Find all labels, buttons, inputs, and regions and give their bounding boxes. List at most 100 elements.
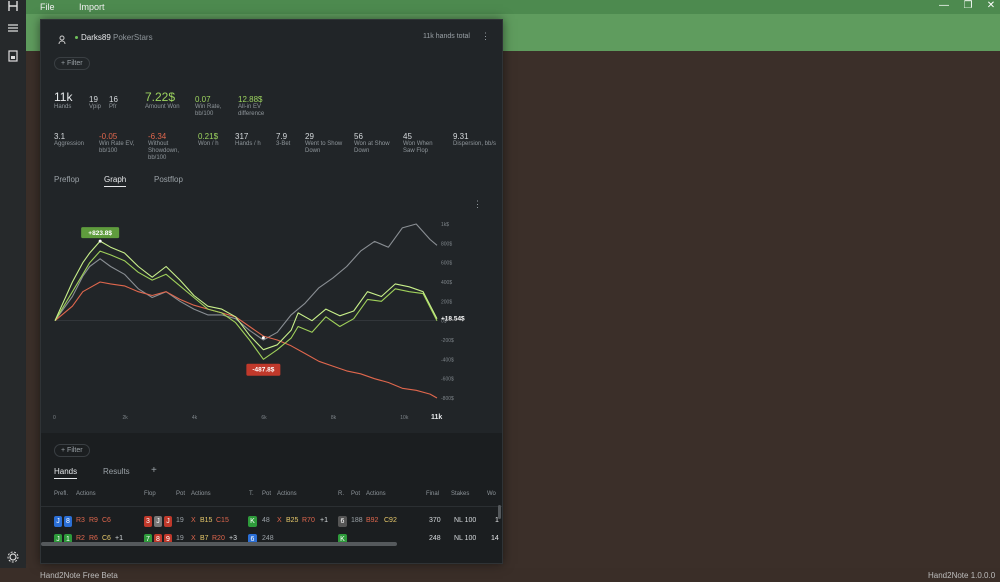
action: X (191, 517, 196, 524)
report-icon[interactable] (5, 50, 21, 66)
max-label: +823.8$ (88, 230, 112, 237)
vertical-scrollbar[interactable] (498, 505, 501, 519)
menu-file[interactable]: File (40, 2, 55, 12)
card: 9 (164, 534, 172, 545)
settings-gear-icon[interactable] (5, 551, 21, 567)
stat-pfr: 16 Pfr (109, 95, 118, 111)
col-header[interactable]: Actions (191, 491, 211, 497)
tab-preflop[interactable]: Preflop (54, 175, 80, 184)
card: K (248, 516, 257, 527)
action: C92 (384, 517, 397, 524)
stat-value: 11k (54, 90, 73, 104)
horizontal-scrollbar[interactable] (41, 542, 397, 546)
stat-without-showdown: -6.34 Without Showdown, bb/100 (148, 132, 188, 162)
col-header[interactable]: Pot (351, 491, 361, 497)
col-header[interactable]: R. (338, 491, 344, 497)
status-version-text: Hand2Note 1.0.0.0 (928, 571, 996, 580)
col-header[interactable]: Final (426, 491, 440, 497)
final-pot: 370 (429, 517, 441, 524)
stat-hands: 11k Hands (54, 90, 72, 111)
left-rail (0, 0, 26, 582)
table-row[interactable]: J 1 R2 R6 C6 +1 7 8 9 19 X B7 R20 +3 6 2… (41, 532, 502, 546)
stat-aggression: 3.1 Aggression (54, 132, 94, 148)
stat-value: 317 (235, 132, 249, 141)
more-menu-icon[interactable]: ⋮ (481, 31, 490, 41)
col-header[interactable]: Flop (144, 491, 156, 497)
max-point-marker (98, 239, 102, 243)
action: X (191, 535, 196, 542)
action: C15 (216, 517, 229, 524)
end-value-label: +18.54$ (441, 316, 465, 323)
hands-filter-button[interactable]: + Filter (54, 444, 90, 457)
y-tick-label: -600$ (441, 377, 454, 383)
col-header[interactable]: Actions (277, 491, 297, 497)
stat-label: Win Rate EV, bb/100 (99, 141, 135, 154)
stat-value: 12.88$ (238, 95, 263, 104)
stat-value: -6.34 (148, 132, 167, 141)
min-label: -487.8$ (252, 367, 274, 374)
tab-postflop[interactable]: Postflop (154, 175, 183, 184)
close-button[interactable]: ✕ (986, 0, 996, 11)
col-header[interactable]: Actions (366, 491, 386, 497)
card: 7 (144, 534, 152, 545)
y-tick-label: -800$ (441, 396, 454, 402)
menu-import[interactable]: Import (79, 2, 105, 12)
action: R70 (302, 517, 315, 524)
stat-value: 0.07 (195, 95, 211, 104)
stat-label: Amount Won (145, 104, 180, 110)
chart-options-icon[interactable]: ⋮ (473, 199, 482, 209)
tab-hands[interactable]: Hands (54, 467, 78, 479)
action: +1 (320, 517, 328, 524)
filter-label: Filter (67, 447, 83, 454)
stat-value: 45 (403, 132, 412, 141)
series-line-won-at-showdown (54, 223, 438, 341)
tab-results[interactable]: Results (103, 467, 130, 476)
pot: 19 (176, 535, 184, 542)
col-header[interactable]: T. (249, 491, 254, 497)
card: 8 (154, 534, 162, 545)
y-tick-label: -400$ (441, 357, 454, 363)
stat-value: 7.22$ (145, 90, 176, 104)
stat-label: Hands (54, 104, 72, 110)
table-row[interactable]: J 8 R3 R9 C6 3 J J 19 X B15 C15 K 48 X B… (41, 506, 502, 532)
stat-hands-per-hour: 317 Hands / h (235, 132, 269, 148)
stat-label: Pfr (109, 104, 117, 110)
x-tick-label: 6k (261, 415, 267, 421)
col-header[interactable]: Prefl. (54, 491, 69, 497)
hands-total: 11k hands total (423, 33, 470, 40)
filter-button[interactable]: + Filter (54, 57, 90, 70)
restore-button[interactable]: ❐ (963, 0, 973, 11)
action: B7 (200, 535, 209, 542)
stat-3bet: 7.9 3-Bet (276, 132, 302, 148)
y-tick-label: 800$ (441, 241, 452, 247)
action: +1 (115, 535, 123, 542)
action: B25 (286, 517, 299, 524)
won: 14 (491, 535, 499, 542)
title-bar: File Import — ❐ ✕ (0, 0, 1000, 14)
col-header[interactable]: Actions (76, 491, 96, 497)
tab-graph[interactable]: Graph (104, 175, 127, 187)
pot: 48 (262, 517, 270, 524)
col-header[interactable]: Stakes (451, 491, 470, 497)
col-header[interactable]: Pot (176, 491, 186, 497)
status-left-text: Hand2Note Free Beta (40, 571, 118, 580)
filter-label: Filter (67, 60, 83, 67)
add-tab-button[interactable]: + (151, 465, 157, 476)
stat-label: Win Rate, bb/100 (195, 104, 222, 117)
hamburger-menu-icon[interactable] (5, 22, 21, 38)
series-line-all-in-ev (54, 250, 438, 360)
minimize-button[interactable]: — (939, 0, 949, 11)
min-point-marker (261, 336, 265, 340)
series-line-won (54, 240, 438, 351)
player-icon (58, 32, 68, 45)
action: B92 (366, 517, 379, 524)
y-tick-label: 200$ (441, 299, 452, 305)
stat-amount-won: 7.22$ Amount Won (145, 90, 183, 111)
hands-section: + Filter Hands Results + Prefl. Actions … (41, 433, 502, 563)
col-header[interactable]: Pot (262, 491, 272, 497)
action: +3 (229, 535, 237, 542)
col-header[interactable]: Wo (487, 491, 496, 497)
stat-vpip: 19 Vpip (89, 95, 101, 111)
y-tick-label: 600$ (441, 261, 452, 267)
max-label-box (81, 227, 120, 239)
